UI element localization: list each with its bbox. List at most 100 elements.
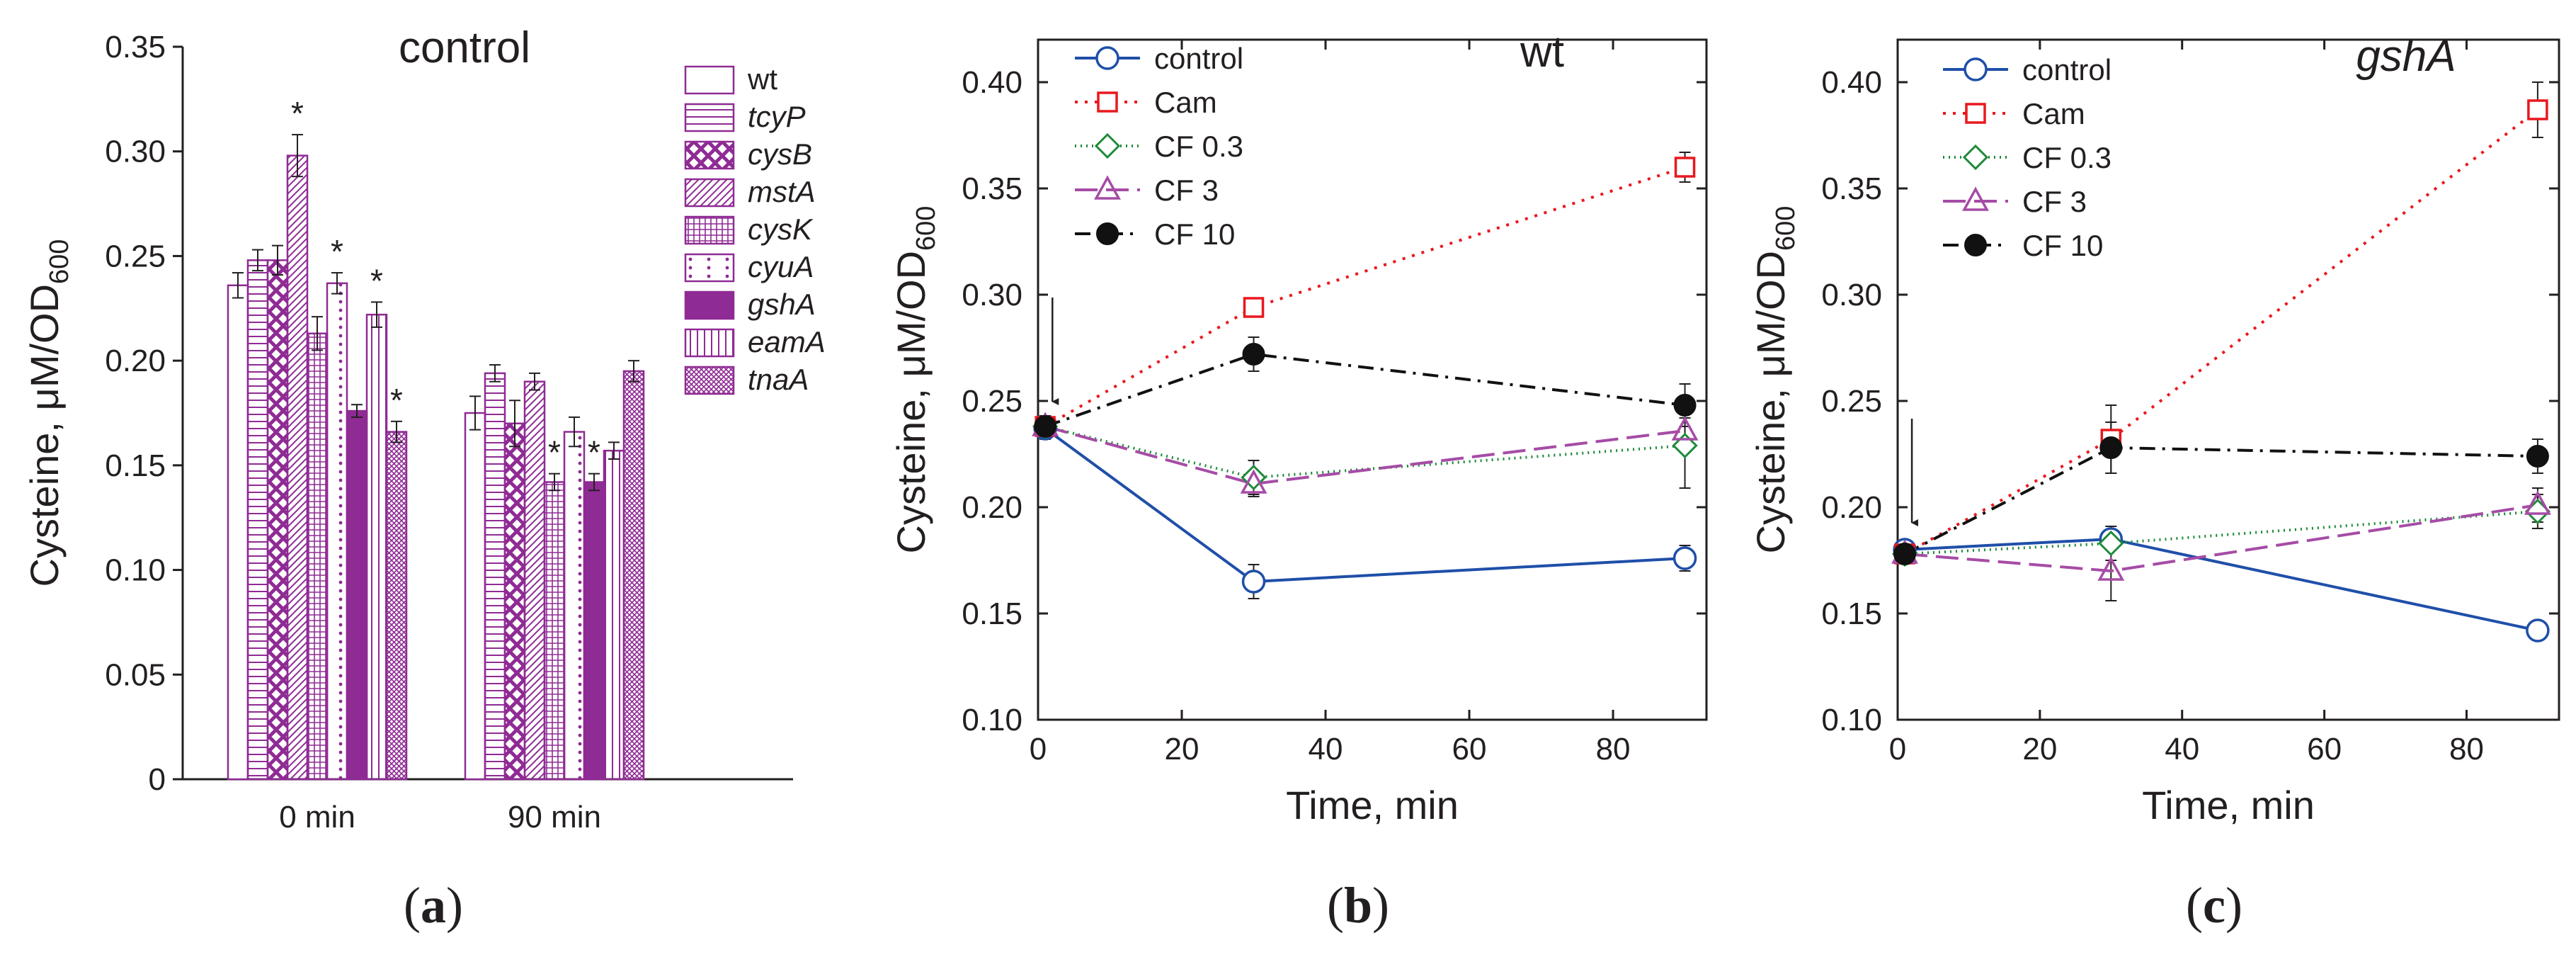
panel-a-bar-cysK xyxy=(543,481,566,781)
panel-a-y-tick-label: 0.05 xyxy=(105,657,166,692)
panel-b-label-letter: b xyxy=(1344,877,1372,934)
panel-a-plot: 0 0.05 0.10 0.15 0.20 0.25 0.30 0.35 0 min * * * * 90… xyxy=(105,30,825,834)
panel-b-point-CF-10 xyxy=(1034,415,1057,438)
panel-a-legend-swatch xyxy=(684,215,735,245)
panel-b-legend-marker xyxy=(1097,91,1118,113)
panel-c-legend-marker xyxy=(1962,186,1989,211)
panel-b-x-tick-label: 0 xyxy=(1030,732,1047,766)
panel-a-y-tick-label: 0.15 xyxy=(105,448,166,483)
panel-c-legend-marker xyxy=(1962,144,1989,171)
panel-c-series-line-Cam xyxy=(1904,108,2539,555)
panel-a-legend-swatch xyxy=(684,290,735,320)
panel-a-legend-label: mstA xyxy=(748,175,816,208)
panel-a-title: control xyxy=(399,23,530,72)
panel-a-bar-mstA xyxy=(286,154,309,781)
panel-c-legend-label: control xyxy=(2022,53,2111,86)
panel-a-legend-swatch xyxy=(684,65,735,95)
panel-a-x-tick-label: 90 min xyxy=(508,800,601,834)
panel-b-legend-label: CF 0.3 xyxy=(1154,130,1243,163)
panel-c-series-line-CF-10 xyxy=(1904,446,2538,555)
panel-a-legend-label: gshA xyxy=(748,288,816,321)
panel-c-y-tick-label: 0.15 xyxy=(1821,596,1882,631)
panel-b-y-tick-label: 0.25 xyxy=(962,384,1022,419)
panel-b-x-tick-label: 40 xyxy=(1309,732,1343,766)
panel-a-significance-star: * xyxy=(331,233,343,270)
panel-c-y-tick-label: 0.35 xyxy=(1821,171,1882,206)
panel-b-series-line-CF-10 xyxy=(1044,352,1685,428)
panel-c-point-CF-3 xyxy=(2524,490,2551,515)
panel-a-y-tick-label: 0.35 xyxy=(105,30,166,64)
panel-c-x-tick-label: 60 xyxy=(2307,732,2342,766)
panel-a-bar-cysK xyxy=(306,332,329,781)
panel-c-ylabel: Cysteine, μM/OD600 xyxy=(1748,206,1801,554)
panel-c-legend-marker xyxy=(1964,57,1988,81)
panel-a-y-tick-label: 0.10 xyxy=(105,553,166,588)
panel-a-legend-label: cyuA xyxy=(748,250,814,283)
panel-b-legend-marker xyxy=(1094,175,1121,200)
panel-b-point-CF-10 xyxy=(1242,343,1265,366)
panel-b-y-tick-label: 0.20 xyxy=(962,490,1022,525)
panel-c-legend-label: CF 0.3 xyxy=(2022,141,2111,174)
panel-a-label: (a) xyxy=(404,877,463,934)
panel-b-xlabel: Time, min xyxy=(1286,783,1459,827)
panel-c-series-line-CF-03 xyxy=(1904,510,2538,555)
panel-a-label-open: ( xyxy=(404,877,421,934)
panel-c-legend-marker xyxy=(1964,234,1987,256)
panel-c-legend-label: Cam xyxy=(2022,97,2085,130)
panel-c-point-Cam xyxy=(2527,99,2548,120)
panel-b-legend-marker xyxy=(1095,46,1119,70)
panel-b-legend-label: control xyxy=(1154,42,1243,75)
panel-a-bar-chart: control 0 0.05 0.10 0.15 0.20 0.25 0.30 0.35 0 m… xyxy=(22,23,826,934)
panel-c-point-CF-10 xyxy=(2526,445,2549,468)
panel-a-bar-gshA xyxy=(346,409,368,781)
panel-a-bar-eamA xyxy=(365,313,388,781)
panel-c-y-tick-label: 0.25 xyxy=(1821,384,1882,419)
panel-a-bar-wt xyxy=(464,412,486,781)
panel-b-x-tick-label: 60 xyxy=(1452,732,1487,766)
panel-a-legend-swatch xyxy=(684,103,735,132)
panel-c-point-CF-03 xyxy=(2098,530,2124,557)
panel-a-bar-gshA xyxy=(583,481,605,781)
panel-b-ylabel: Cysteine, μM/OD600 xyxy=(889,206,941,554)
panel-c-x-tick-label: 40 xyxy=(2165,732,2199,766)
panel-a-y-tick-label: 0 xyxy=(149,762,166,797)
panel-b-legend-label: CF 3 xyxy=(1154,174,1219,207)
panel-a-legend-label: tnaA xyxy=(748,363,809,396)
panel-c-x-tick-label: 0 xyxy=(1889,732,1906,766)
panel-b-label-close: ) xyxy=(1372,877,1389,934)
panel-b-point-Cam xyxy=(1674,157,1696,178)
panel-a-y-tick-label: 0.20 xyxy=(105,344,166,378)
panel-c-label-letter: c xyxy=(2203,877,2225,934)
panel-a-legend-label: cysK xyxy=(748,213,814,246)
panel-a-legend-label: cysB xyxy=(748,137,812,171)
panel-c-point-CF-03 xyxy=(2524,498,2551,525)
panel-a-bar-mstA xyxy=(523,380,546,781)
panel-c-xlabel: Time, min xyxy=(2142,783,2315,827)
panel-b-label-open: ( xyxy=(1327,877,1344,934)
panel-a-bar-tcyP xyxy=(484,372,506,781)
panel-a-label-letter: a xyxy=(421,877,446,934)
panel-a-bar-eamA xyxy=(603,449,625,781)
panel-c-label-close: ) xyxy=(2225,877,2242,934)
panel-a-legend-label: wt xyxy=(747,62,777,96)
panel-c-y-tick-label: 0.40 xyxy=(1821,65,1882,100)
panel-a-legend-label: tcyP xyxy=(748,100,806,133)
panel-a-y-tick-label: 0.25 xyxy=(105,239,166,273)
panel-a-legend-swatch xyxy=(684,328,735,358)
panel-b-plot-frame xyxy=(1037,38,1708,721)
panel-c-line-chart: gshA 0.100.150.200.250.300.350.400 20 40 60… xyxy=(1748,32,2560,934)
panel-b-y-tick-label: 0.30 xyxy=(962,278,1022,312)
panel-b-point-control xyxy=(1672,546,1697,570)
panel-a-bar-cyuA xyxy=(326,282,348,781)
panel-b-point-CF-3 xyxy=(1240,469,1267,494)
panel-a-label-close: ) xyxy=(446,877,463,934)
panel-a-bar-tcyP xyxy=(246,259,269,781)
panel-b-x-tick-label: 20 xyxy=(1165,732,1199,766)
panel-b-y-tick-label: 0.10 xyxy=(962,703,1022,737)
panel-a-x-tick-label: 0 min xyxy=(279,800,355,834)
panel-b-series-line-Cam xyxy=(1044,166,1686,428)
panel-c-y-tick-label: 0.20 xyxy=(1821,490,1882,525)
panel-a-bar-tnaA xyxy=(622,370,645,781)
panel-c-y-tick-label: 0.30 xyxy=(1821,278,1882,312)
